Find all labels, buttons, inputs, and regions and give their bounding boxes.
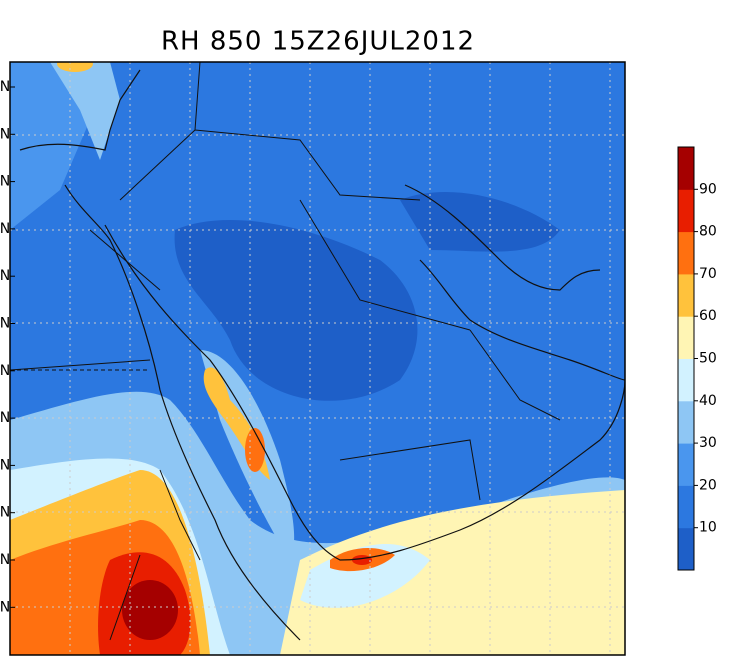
colorbar-segment bbox=[678, 273, 694, 317]
coastline bbox=[19, 69, 301, 641]
colorbar-segment bbox=[678, 231, 694, 275]
field-area bbox=[352, 555, 372, 565]
colorbar-label: 20 bbox=[699, 477, 717, 493]
field-area bbox=[174, 220, 418, 401]
map-title: RH 850 15Z26JUL2012 bbox=[161, 27, 475, 57]
rh-field bbox=[10, 62, 625, 655]
colorbar-label: 60 bbox=[699, 308, 717, 324]
plot-frame bbox=[9, 61, 626, 656]
colorbar-segment bbox=[678, 485, 694, 529]
colorbar-label: 10 bbox=[699, 520, 717, 536]
lat-label: N bbox=[0, 174, 10, 190]
lat-label: N bbox=[0, 363, 10, 379]
field-area bbox=[280, 490, 625, 655]
colorbar-segment bbox=[678, 443, 694, 486]
colorbar-label: 50 bbox=[699, 351, 717, 367]
lat-label: N bbox=[0, 316, 10, 332]
colorbar-segment bbox=[678, 316, 694, 359]
colorbar-segment bbox=[678, 400, 694, 444]
colorbar-segment bbox=[678, 527, 694, 571]
field-area bbox=[400, 191, 560, 252]
lat-label: N bbox=[0, 599, 10, 615]
colorbar-label: 90 bbox=[699, 181, 717, 197]
colorbar-label: 30 bbox=[699, 435, 717, 451]
field-area bbox=[57, 62, 93, 72]
lat-label: N bbox=[0, 79, 10, 95]
colorbar-segment bbox=[678, 189, 694, 233]
lat-label: N bbox=[0, 126, 10, 142]
lat-label: N bbox=[0, 410, 10, 426]
lat-label: N bbox=[0, 505, 10, 521]
lat-label: N bbox=[0, 552, 10, 568]
lat-label: N bbox=[0, 268, 10, 284]
colorbar: 10 20 30 40 50 60 70 80 90 bbox=[677, 146, 717, 571]
border bbox=[10, 62, 561, 641]
field-area bbox=[50, 62, 120, 160]
colorbar-label: 80 bbox=[699, 224, 717, 240]
coastline bbox=[104, 184, 625, 561]
colorbar-label: 40 bbox=[699, 393, 717, 409]
colorbar-label: 70 bbox=[699, 266, 717, 282]
lat-label: N bbox=[0, 457, 10, 473]
colorbar-segment bbox=[678, 358, 694, 402]
field-area bbox=[122, 580, 178, 640]
lat-labels: N N N N N N N N N N N N bbox=[0, 79, 15, 615]
colorbar-segment bbox=[678, 147, 694, 190]
field-area bbox=[245, 428, 265, 472]
lat-label: N bbox=[0, 221, 10, 237]
